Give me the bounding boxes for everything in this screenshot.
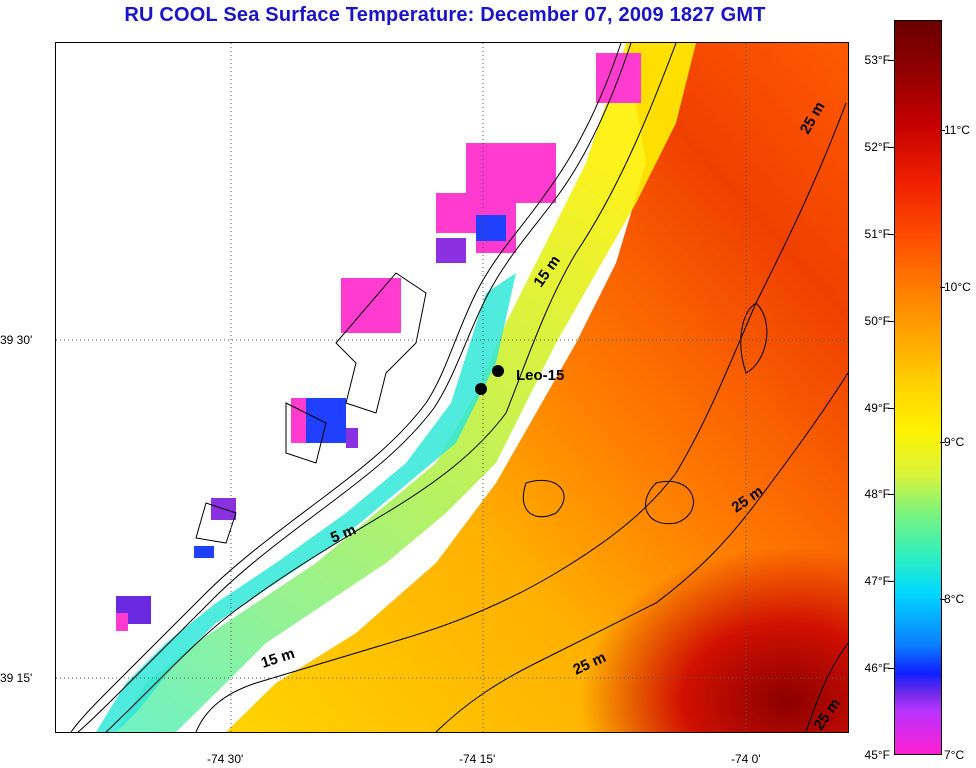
colorbar-c-label: 9°C <box>944 435 965 449</box>
coastal-cool-strip <box>96 273 516 732</box>
colorbar-tick <box>888 668 894 669</box>
latitude-label: 39 15' <box>0 671 33 685</box>
map-panel: Leo-15 5 m 15 m 15 m 25 m 25 m 25 m 25 m <box>55 42 849 733</box>
colorbar-f-label: 49°F <box>864 401 890 415</box>
colorbar-f-label: 50°F <box>864 314 890 328</box>
colorbar-tick <box>888 581 894 582</box>
colorbar-c-label: 10°C <box>944 280 971 294</box>
colorbar-c-label: 7°C <box>944 748 965 762</box>
bathymetry-contours <box>105 43 848 732</box>
colorbar-f-label: 53°F <box>864 53 890 67</box>
colorbar-tick <box>888 321 894 322</box>
sst-map-svg: Leo-15 5 m 15 m 15 m 25 m 25 m 25 m 25 m <box>56 43 848 732</box>
colorbar-f-label: 51°F <box>864 227 890 241</box>
colorbar-tick <box>888 234 894 235</box>
colorbar-tick <box>940 287 945 288</box>
station-marker[interactable] <box>475 383 487 395</box>
colorbar-tick <box>940 130 945 131</box>
contour-label: 15 m <box>259 645 297 672</box>
colorbar-tick <box>888 147 894 148</box>
colorbar-tick <box>940 599 945 600</box>
colorbar-c-label: 11°C <box>944 123 970 137</box>
station-marker[interactable] <box>492 365 504 377</box>
colorbar <box>894 20 942 755</box>
coastline <box>70 43 632 732</box>
warm-core <box>436 423 848 732</box>
colorbar-tick <box>888 408 894 409</box>
colorbar-c-label: 8°C <box>944 592 965 606</box>
colorbar-f-label: 45°F <box>864 748 890 762</box>
longitude-label: -74 30' <box>207 752 244 766</box>
colorbar-tick <box>940 442 945 443</box>
map-title: RU COOL Sea Surface Temperature: Decembe… <box>124 4 766 26</box>
colorbar-f-label: 47°F <box>864 574 890 588</box>
colorbar-f-label: 46°F <box>864 661 890 675</box>
cold-pixels <box>116 53 641 631</box>
colorbar-tick <box>888 494 894 495</box>
colorbar-f-label: 52°F <box>864 140 890 154</box>
colorbar-f-label: 48°F <box>864 487 890 501</box>
latitude-label: 39 30' <box>0 333 33 347</box>
colorbar-tick <box>888 60 894 61</box>
longitude-label: -74 15' <box>459 752 496 766</box>
station-label: Leo-15 <box>516 367 564 384</box>
longitude-label: -74 0' <box>731 752 761 766</box>
